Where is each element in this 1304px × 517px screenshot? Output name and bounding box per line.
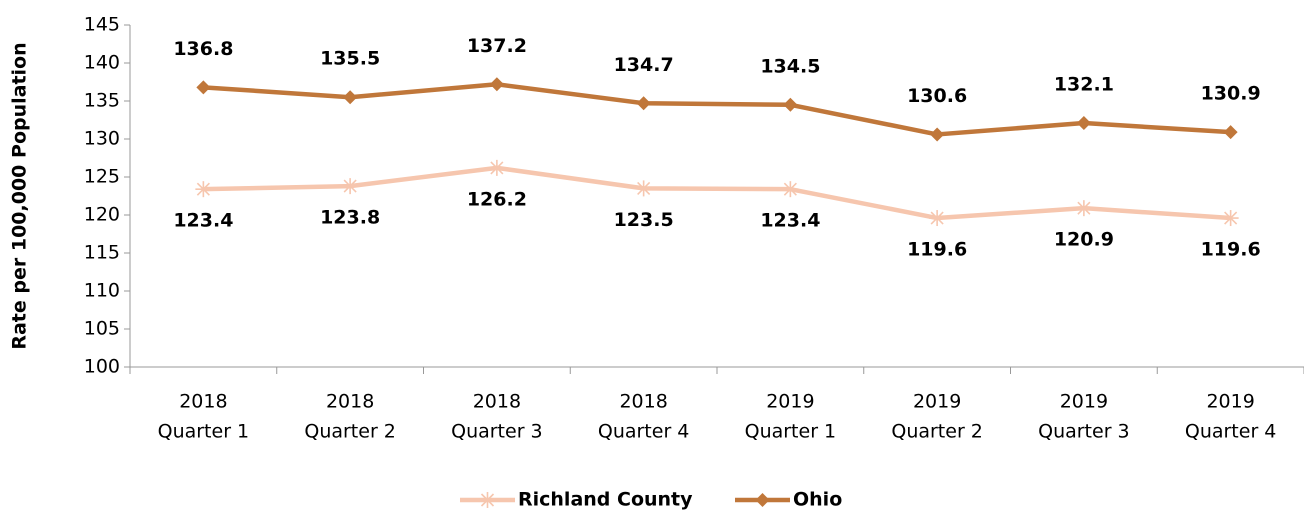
- x-tick-label: Quarter 1: [745, 421, 837, 443]
- point: [783, 97, 798, 112]
- data-label: 137.2: [467, 35, 527, 57]
- x-tick-label: 2019: [1206, 391, 1254, 413]
- data-label: 123.5: [614, 209, 674, 231]
- y-axis-label: Rate per 100,000 Population: [9, 42, 31, 349]
- y-tick-label: 110: [84, 280, 120, 302]
- x-tick-label: Quarter 4: [1185, 421, 1277, 443]
- y-tick-label: 125: [84, 166, 120, 188]
- data-label: 130.9: [1201, 83, 1261, 105]
- data-label: 136.8: [173, 38, 233, 60]
- point: [930, 127, 945, 142]
- point: [196, 80, 211, 95]
- x-tick-label: 2018: [473, 391, 521, 413]
- point: [1222, 210, 1239, 227]
- series-line: [203, 82, 1231, 137]
- x-tick-label: Quarter 2: [304, 421, 396, 443]
- y-tick-label: 105: [84, 318, 120, 340]
- data-label: 123.4: [760, 210, 820, 232]
- data-label: 134.5: [760, 55, 820, 77]
- data-label: 135.5: [320, 48, 380, 70]
- data-label: 126.2: [467, 188, 527, 210]
- asterisk-stroke: [480, 493, 495, 507]
- x-tick-label: 2019: [766, 391, 814, 413]
- point: [755, 493, 770, 507]
- point: [782, 181, 799, 198]
- y-tick-label: 140: [84, 52, 120, 74]
- y-tick-label: 135: [84, 90, 120, 112]
- point: [343, 90, 358, 105]
- asterisk-stroke: [1077, 201, 1091, 215]
- asterisk-stroke: [196, 182, 210, 196]
- point: [1223, 125, 1238, 140]
- x-tick-label: 2018: [179, 391, 227, 413]
- data-label: 119.6: [907, 239, 967, 261]
- asterisk-stroke: [490, 161, 504, 175]
- y-tick-label: 100: [84, 356, 120, 378]
- point: [636, 96, 651, 111]
- data-label: 132.1: [1054, 74, 1114, 96]
- point: [479, 492, 496, 508]
- point: [635, 180, 652, 197]
- point: [929, 210, 946, 227]
- data-label: 123.4: [173, 210, 233, 232]
- legend-label: Ohio: [793, 489, 842, 511]
- asterisk-stroke: [637, 181, 651, 195]
- point: [1075, 200, 1092, 217]
- x-tick-label: 2019: [913, 391, 961, 413]
- y-tick-label: 115: [84, 242, 120, 264]
- x-tick-label: 2018: [619, 391, 667, 413]
- x-tick-label: Quarter 2: [891, 421, 983, 443]
- point: [342, 178, 359, 195]
- x-tick-label: 2018: [326, 391, 374, 413]
- data-label: 123.8: [320, 207, 380, 229]
- point: [1076, 116, 1091, 131]
- x-tick-label: Quarter 4: [598, 421, 690, 443]
- data-label: 120.9: [1054, 229, 1114, 251]
- point: [489, 77, 504, 92]
- x-tick-label: Quarter 3: [451, 421, 543, 443]
- asterisk-stroke: [343, 179, 357, 193]
- x-tick-label: Quarter 1: [158, 421, 250, 443]
- data-label: 134.7: [614, 54, 674, 76]
- asterisk-stroke: [930, 211, 944, 225]
- y-tick-label: 120: [84, 204, 120, 226]
- x-tick-label: 2019: [1060, 391, 1108, 413]
- asterisk-stroke: [783, 182, 797, 196]
- data-label: 130.6: [907, 85, 967, 107]
- point: [488, 159, 505, 176]
- legend-label: Richland County: [518, 489, 693, 511]
- series-line: [203, 165, 1231, 221]
- point: [195, 181, 212, 198]
- y-tick-label: 130: [84, 128, 120, 150]
- asterisk-stroke: [1224, 211, 1238, 225]
- y-tick-label: 145: [84, 14, 120, 36]
- data-label: 119.6: [1201, 239, 1261, 261]
- x-tick-label: Quarter 3: [1038, 421, 1130, 443]
